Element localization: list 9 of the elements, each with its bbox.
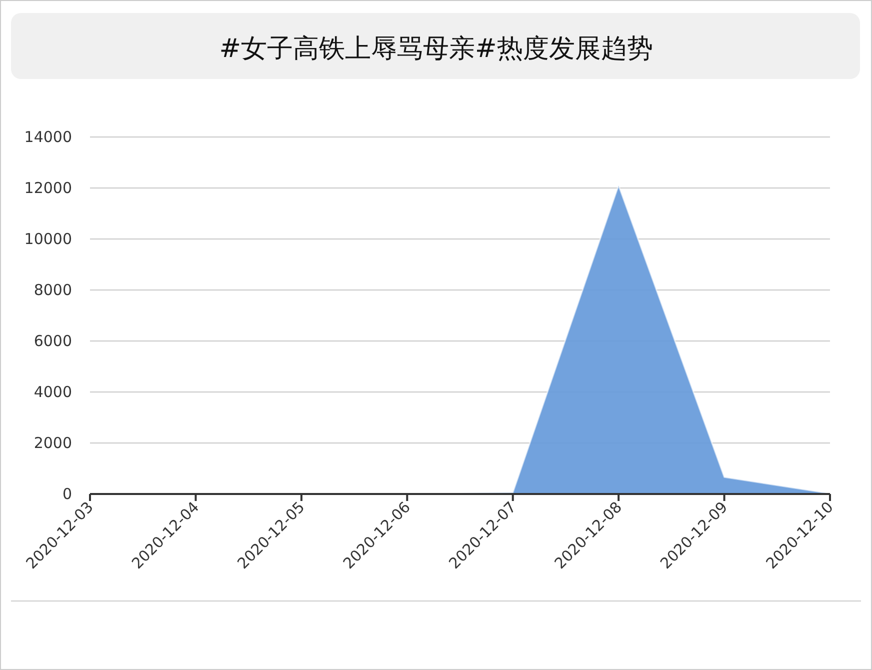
y-tick-label: 8000 [34, 281, 72, 299]
y-tick-label: 12000 [24, 179, 72, 197]
chart-title: #女子高铁上辱骂母亲#热度发展趋势 [219, 34, 653, 64]
y-tick-label: 4000 [34, 383, 72, 401]
y-tick-label: 6000 [34, 332, 72, 350]
y-tick-label: 0 [62, 485, 72, 503]
y-tick-label: 10000 [24, 230, 72, 248]
y-tick-label: 2000 [34, 434, 72, 452]
y-tick-label: 14000 [24, 128, 72, 146]
